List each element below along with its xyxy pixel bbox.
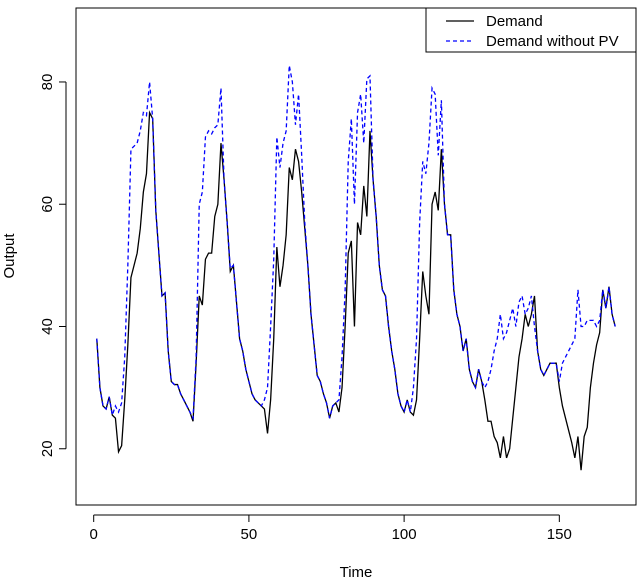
x-tick-label: 150 — [547, 526, 572, 543]
y-tick-label: 80 — [39, 74, 56, 91]
x-tick-label: 0 — [90, 526, 98, 543]
y-tick-label: 20 — [39, 440, 56, 457]
legend-label: Demand without PV — [486, 33, 619, 50]
x-tick-label: 100 — [392, 526, 417, 543]
plot-frame — [75, 7, 637, 506]
series-line — [96, 65, 616, 421]
legend-box — [425, 7, 637, 53]
y-tick-label: 40 — [39, 318, 56, 335]
x-axis-label: Time — [340, 564, 373, 581]
y-tick-label: 60 — [39, 196, 56, 213]
y-axis-label: Output — [1, 233, 18, 279]
x-tick-label: 50 — [241, 526, 258, 543]
legend-label: Demand — [486, 13, 543, 30]
